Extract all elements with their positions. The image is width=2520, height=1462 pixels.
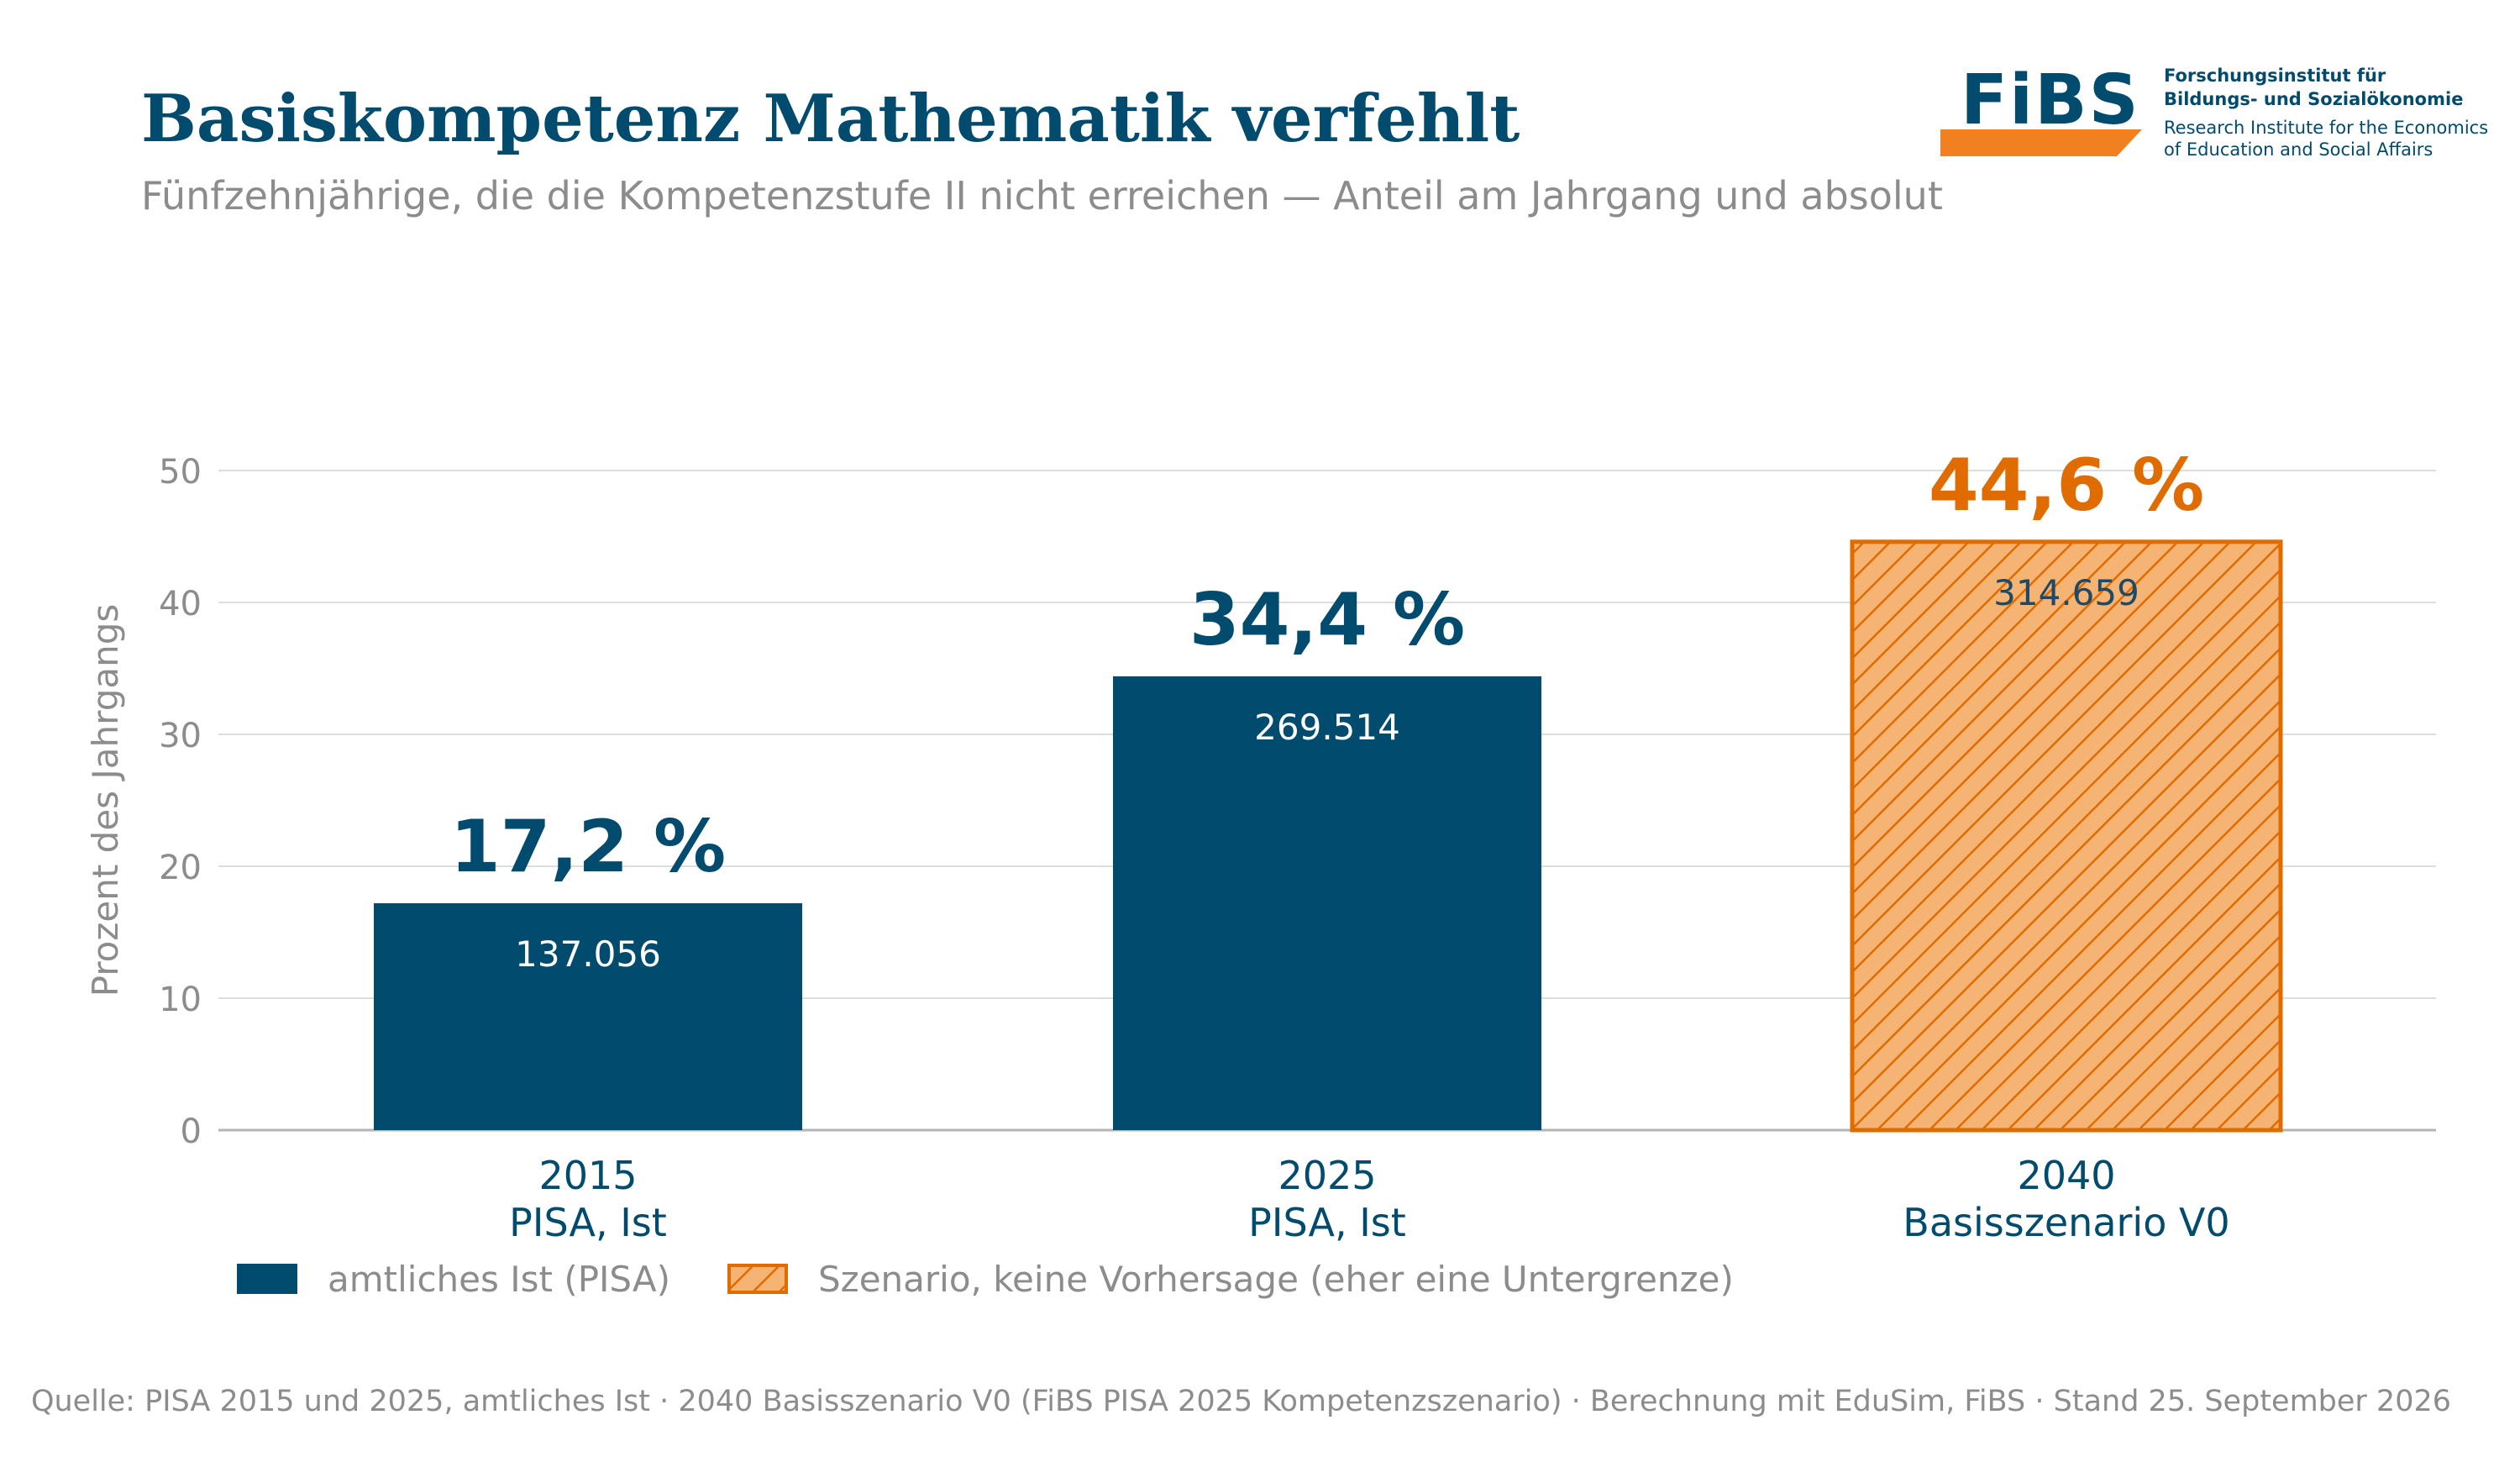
- legend-item-scenario: Szenario, keine Vorhersage (eher eine Un…: [727, 1254, 1734, 1304]
- y-tick-label: 0: [181, 1112, 202, 1151]
- legend-label-actual: amtliches Ist (PISA): [328, 1258, 670, 1300]
- source-note: Quelle: PISA 2015 und 2025, amtliches Is…: [30, 1385, 2451, 1418]
- bar-absolute-label: 269.514: [1254, 707, 1400, 748]
- bar-value-label: 34,4 %: [1189, 578, 1465, 662]
- bar-absolute-label: 314.659: [1993, 572, 2139, 613]
- category-year-label: 2040: [2017, 1153, 2115, 1198]
- category-sub-label: PISA, Ist: [509, 1200, 667, 1245]
- y-tick-label: 20: [159, 849, 202, 887]
- fibs-logo: FiBS Forschungsinstitut für Bildungs- un…: [1940, 60, 2488, 161]
- bar-2040: [1850, 539, 2283, 1133]
- bar-2025: [1113, 676, 1541, 1130]
- legend-swatch-actual: [237, 1264, 297, 1294]
- legend-swatch-scenario: [727, 1264, 788, 1294]
- bar-value-label: 44,6 %: [1929, 444, 2204, 528]
- y-tick-label: 10: [159, 981, 202, 1019]
- chart-subtitle: Fünfzehnjährige, die die Kompetenzstufe …: [141, 173, 1943, 218]
- category-year-label: 2025: [1278, 1153, 1376, 1198]
- logo-line-4: of Education and Social Affairs: [2164, 139, 2433, 160]
- y-tick-label: 30: [159, 717, 202, 755]
- category-sub-label: PISA, Ist: [1248, 1200, 1406, 1245]
- bar-value-label: 17,2 %: [450, 805, 726, 889]
- legend-label-scenario: Szenario, keine Vorhersage (eher eine Un…: [818, 1258, 1734, 1300]
- bar-absolute-label: 137.056: [515, 933, 661, 975]
- logo-line-2: Bildungs- und Sozialökonomie: [2164, 89, 2464, 109]
- logo-line-3: Research Institute for the Economics: [2164, 118, 2489, 138]
- category-sub-label: Basisszenario V0: [1903, 1200, 2229, 1245]
- bar-2015: [374, 902, 802, 1130]
- y-tick-label: 50: [159, 453, 202, 492]
- chart-title: Basiskompetenz Mathematik verfehlt: [141, 81, 1520, 157]
- y-axis-label: Prozent des Jahrgangs: [85, 604, 126, 997]
- legend-item-actual: amtliches Ist (PISA): [237, 1254, 670, 1304]
- y-tick-label: 40: [159, 585, 202, 623]
- category-year-label: 2015: [538, 1153, 637, 1198]
- logo-accent-bar: [1940, 129, 2142, 156]
- logo-wordmark: FiBS: [1961, 60, 2140, 140]
- logo-line-1: Forschungsinstitut für: [2164, 66, 2386, 86]
